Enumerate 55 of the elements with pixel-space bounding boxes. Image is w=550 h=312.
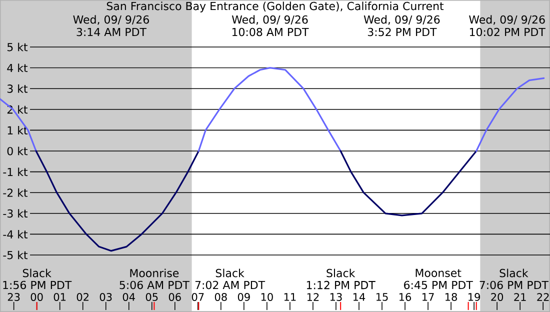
annotation: 10:08 AM PDT [232, 28, 309, 36]
annotation: Slack [500, 268, 528, 278]
x-tick-label: 08 [214, 293, 227, 301]
annotation: 7:06 PM PDT [480, 280, 549, 290]
annotation: 1:56 PM PDT [3, 280, 72, 290]
y-tick-label: 3 kt [7, 84, 28, 93]
y-tick-label: 1 kt [8, 126, 28, 134]
annotation: Wed, 09/ 9/26 [232, 15, 308, 25]
x-tick-label: 11 [284, 293, 296, 301]
annotation: 6:45 PM PDT [404, 280, 473, 290]
x-tick-label: 00 [30, 293, 43, 301]
y-tick-label: -5 kt [3, 250, 28, 260]
x-tick-label: 02 [76, 293, 88, 301]
x-tick-label: 07 [192, 293, 204, 301]
annotation: Slack [216, 268, 244, 278]
annotation: 5:06 AM PDT [120, 280, 190, 290]
y-tick-label: 4 kt [7, 64, 28, 72]
x-tick-label: 03 [100, 293, 112, 301]
annotation: Slack [326, 268, 356, 278]
y-tick-label: 5 kt [7, 42, 28, 52]
y-tick-label: -3 kt [3, 209, 28, 218]
x-tick-label: 21 [514, 293, 526, 301]
x-tick-label: 09 [238, 293, 250, 301]
x-tick-label: 14 [353, 293, 366, 301]
y-tick-label: -2 kt [3, 188, 28, 197]
annotation: Moonset [416, 268, 462, 278]
x-tick-label: 10 [261, 293, 273, 301]
annotation: 10:02 PM PDT [470, 28, 546, 36]
annotation: Slack [22, 268, 52, 278]
x-tick-label: 01 [54, 293, 66, 301]
annotation: 3:14 AM PDT [76, 28, 147, 36]
x-tick-label: 16 [399, 293, 412, 301]
chart-title: San Francisco Bay Entrance (Golden Gate), California Current [106, 2, 444, 12]
x-tick-label: 12 [307, 293, 319, 301]
y-tick-label: 0 kt [7, 146, 28, 156]
y-tick-label: -1 kt [3, 168, 28, 176]
x-tick-label: 05 [146, 293, 158, 301]
x-tick-label: 15 [376, 293, 388, 301]
x-tick-label: 20 [491, 293, 504, 301]
x-tick-label: 22 [537, 293, 549, 301]
annotation: Wed, 09/ 9/26 [469, 15, 545, 25]
x-tick-label: 06 [168, 293, 181, 301]
x-tick-label: 13 [330, 293, 342, 301]
x-tick-label: 19 [468, 293, 480, 301]
x-tick-label: 18 [446, 293, 457, 301]
x-tick-label: 04 [122, 293, 135, 301]
y-tick-label: -4 kt [3, 230, 28, 238]
annotation: 1:12 PM PDT [306, 280, 376, 290]
x-tick-label: 17 [422, 293, 434, 301]
annotation: Wed, 09/ 9/26 [73, 15, 149, 25]
annotation: 7:02 AM PDT [195, 280, 266, 290]
annotation: Wed, 09/ 9/26 [364, 15, 440, 25]
x-tick-label: 23 [8, 293, 20, 301]
annotation: Moonrise [130, 268, 179, 278]
annotation: 3:52 PM PDT [368, 28, 437, 36]
